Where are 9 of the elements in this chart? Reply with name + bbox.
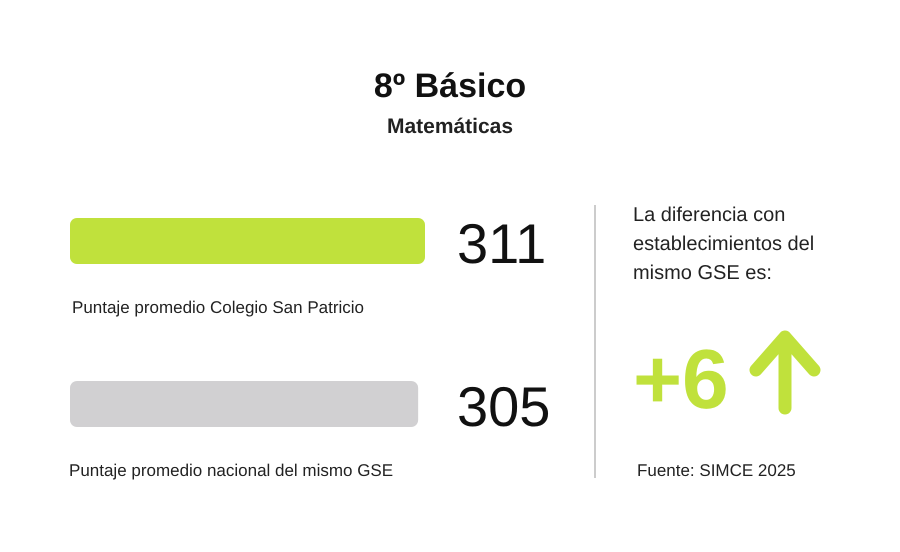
data-label: 305 (457, 375, 550, 438)
source-note: Fuente: SIMCE 2025 (637, 461, 796, 480)
text: La diferencia con establecimientos del mismo GSE es: (633, 204, 814, 284)
chart-subtitle: Matemáticas (386, 115, 514, 138)
y-tick-label: Puntaje promedio nacional del mismo GSE (69, 461, 394, 480)
chart-title: 8º Básico (374, 67, 526, 105)
y-tick-label: Puntaje promedio Colegio San Patricio (72, 298, 364, 317)
data-label: 311 (457, 212, 546, 275)
text: +6 (633, 332, 729, 426)
